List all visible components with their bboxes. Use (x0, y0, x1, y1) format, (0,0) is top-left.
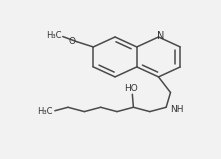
Text: O: O (69, 37, 76, 46)
Text: N: N (157, 31, 165, 41)
Text: NH: NH (170, 104, 184, 114)
Text: H₃C: H₃C (46, 31, 62, 40)
Text: H₃C: H₃C (38, 107, 53, 116)
Text: HO: HO (124, 83, 138, 93)
